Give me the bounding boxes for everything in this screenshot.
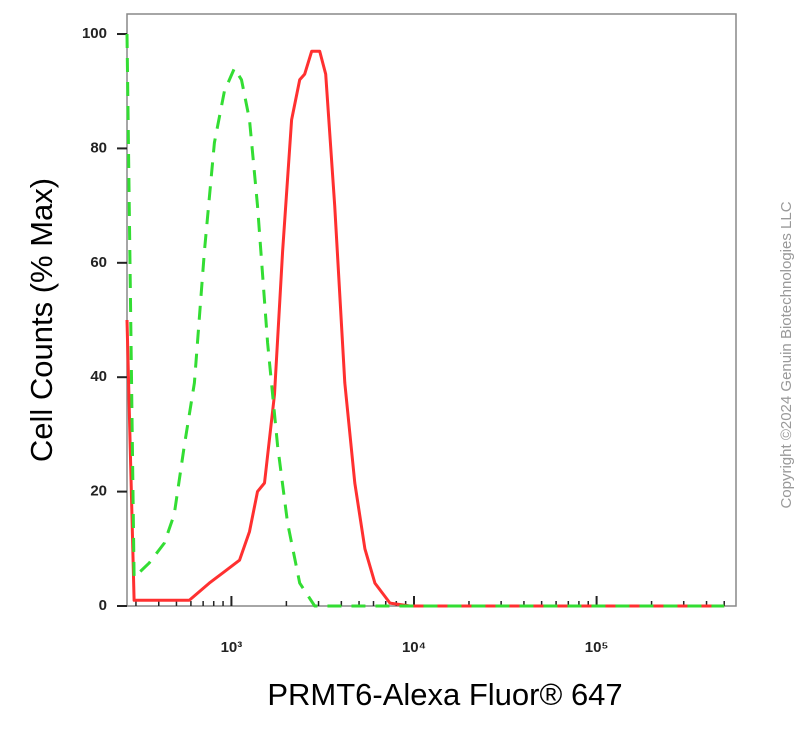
y-tick-label: 40 [90,368,107,385]
y-tick-label: 20 [90,483,107,500]
y-tick-label: 80 [90,139,107,156]
y-tick-label: 100 [82,25,107,42]
histogram-line [125,49,725,608]
y-tick-label: 60 [90,254,107,271]
x-axis-title: PRMT6-Alexa Fluor® 647 [267,677,622,712]
x-tick-label: 10⁴ [402,639,426,656]
plot-frame [126,13,737,607]
histogram-line [125,33,725,608]
y-tick-label: 0 [99,597,107,614]
x-tick-label: 10⁵ [585,639,609,656]
x-tick-label: 10³ [221,639,243,656]
y-axis-title: Cell Counts (% Max) [24,178,59,462]
copyright: Copyright ©2024 Genuin Biotechnologies L… [778,201,795,508]
